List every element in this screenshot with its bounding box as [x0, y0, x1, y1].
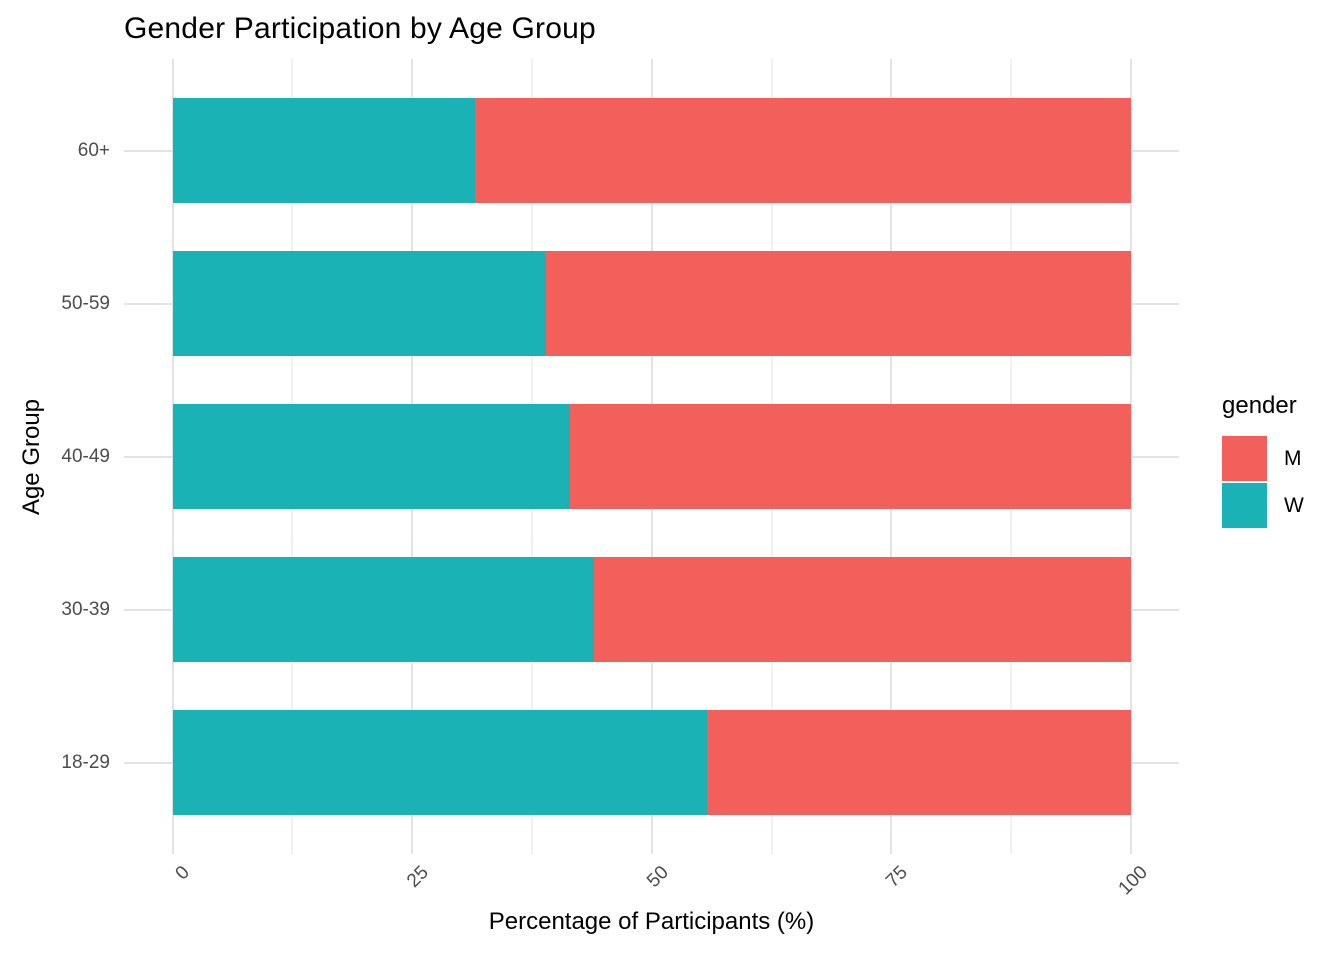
bar-row-18-29 [172, 710, 1132, 815]
y-tick-label: 50-59 [61, 292, 110, 314]
bar-segment-w-18-29 [172, 710, 708, 815]
bar-segment-m-40-49 [570, 404, 1131, 509]
legend-label: M [1284, 446, 1302, 470]
bar-row-50-59 [172, 251, 1132, 356]
bar-segment-w-30-39 [172, 557, 595, 662]
y-axis-title: Age Group [18, 398, 45, 516]
legend-swatch-w [1222, 483, 1267, 528]
bar-row-60+ [172, 98, 1132, 203]
chart-title: Gender Participation by Age Group [124, 12, 596, 45]
bar-segment-w-60+ [172, 98, 476, 203]
y-tick-label: 18-29 [61, 751, 110, 773]
bar-segment-m-18-29 [707, 710, 1131, 815]
bar-segment-w-40-49 [172, 404, 571, 509]
y-tick-label: 60+ [77, 139, 110, 161]
legend-item-m: M [1222, 436, 1304, 481]
x-axis-title: Percentage of Participants (%) [488, 908, 815, 935]
bar-segment-m-60+ [475, 98, 1131, 203]
legend-swatch-m [1222, 436, 1267, 481]
legend-title: gender [1222, 392, 1297, 419]
legend-label: W [1284, 493, 1304, 517]
y-tick-label: 30-39 [61, 598, 110, 620]
legend-item-w: W [1222, 483, 1304, 528]
bar-segment-m-30-39 [594, 557, 1131, 662]
plot-panel [124, 59, 1179, 854]
bar-segment-w-50-59 [172, 251, 547, 356]
bar-segment-m-50-59 [546, 251, 1131, 356]
bar-row-40-49 [172, 404, 1132, 509]
bar-row-30-39 [172, 557, 1132, 662]
